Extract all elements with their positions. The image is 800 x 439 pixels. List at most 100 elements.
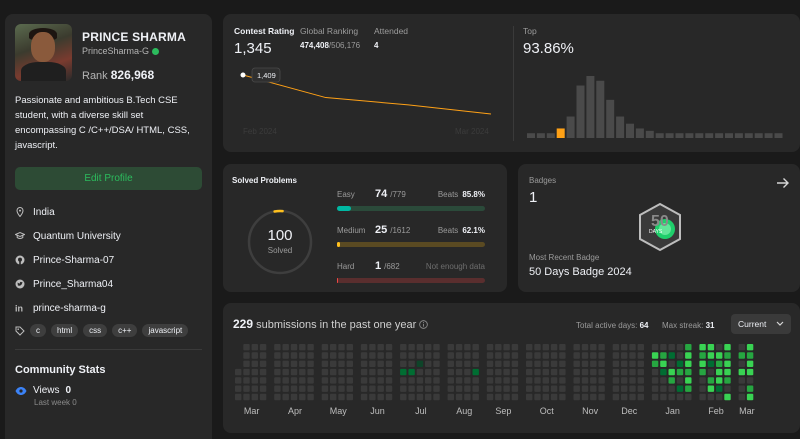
heatmap-cell[interactable] <box>369 377 376 384</box>
heatmap-cell[interactable] <box>369 344 376 351</box>
edit-profile-button[interactable]: Edit Profile <box>15 167 202 190</box>
arrow-right-icon[interactable] <box>776 176 790 190</box>
heatmap-cell[interactable] <box>338 393 345 401</box>
heatmap-cell[interactable] <box>651 360 659 367</box>
rating-chart[interactable]: 1,409 Feb 2024 Mar 2024 <box>223 14 513 152</box>
heatmap-cell[interactable] <box>590 360 597 367</box>
heatmap-cell[interactable] <box>447 368 454 376</box>
heatmap-cell[interactable] <box>676 360 684 367</box>
heatmap-cell[interactable] <box>307 344 314 351</box>
heatmap-cell[interactable] <box>724 393 731 401</box>
heatmap-cell[interactable] <box>408 393 415 401</box>
heatmap-cell[interactable] <box>621 344 628 351</box>
heatmap-cell[interactable] <box>598 352 605 359</box>
heatmap-cell[interactable] <box>338 352 345 359</box>
heatmap-cell[interactable] <box>346 393 353 401</box>
heatmap-cell[interactable] <box>274 385 281 392</box>
heatmap-cell[interactable] <box>251 352 258 359</box>
heatmap-cell[interactable] <box>503 385 510 392</box>
heatmap-cell[interactable] <box>447 393 454 401</box>
heatmap-cell[interactable] <box>707 377 715 384</box>
heatmap-cell[interactable] <box>550 377 558 384</box>
heatmap-cell[interactable] <box>503 344 510 351</box>
heatmap-cell[interactable] <box>369 393 376 401</box>
histogram-bar[interactable] <box>675 133 684 138</box>
heatmap-cell[interactable] <box>511 385 519 392</box>
heatmap-cell[interactable] <box>668 393 675 401</box>
heatmap-cell[interactable] <box>330 393 337 401</box>
heatmap-cell[interactable] <box>724 360 731 367</box>
heatmap-cell[interactable] <box>559 344 566 351</box>
twitter-link[interactable]: Prince_Sharma04 <box>15 278 202 290</box>
heatmap-cell[interactable] <box>746 393 754 401</box>
heatmap-cell[interactable] <box>716 377 723 384</box>
heatmap-cell[interactable] <box>590 368 597 376</box>
heatmap-cell[interactable] <box>282 385 289 392</box>
heatmap-cell[interactable] <box>660 393 667 401</box>
heatmap-cell[interactable] <box>464 385 471 392</box>
heatmap-cell[interactable] <box>495 393 502 401</box>
heatmap-cell[interactable] <box>503 360 510 367</box>
histogram-bar[interactable] <box>715 133 724 138</box>
histogram-bar[interactable] <box>754 133 763 138</box>
heatmap-cell[interactable] <box>738 393 745 401</box>
histogram-bar[interactable] <box>566 116 575 138</box>
heatmap-cell[interactable] <box>707 385 715 392</box>
heatmap-cell[interactable] <box>581 360 589 367</box>
heatmap-cell[interactable] <box>716 344 723 351</box>
heatmap-cell[interactable] <box>338 368 345 376</box>
heatmap-cell[interactable] <box>542 344 549 351</box>
histogram-bar[interactable] <box>616 116 625 138</box>
heatmap-cell[interactable] <box>668 360 675 367</box>
heatmap-cell[interactable] <box>346 377 353 384</box>
heatmap-cell[interactable] <box>590 377 597 384</box>
heatmap-cell[interactable] <box>338 360 345 367</box>
heatmap-cell[interactable] <box>590 352 597 359</box>
heatmap-cell[interactable] <box>416 368 424 376</box>
heatmap-cell[interactable] <box>629 344 636 351</box>
heatmap-cell[interactable] <box>400 360 407 367</box>
heatmap-cell[interactable] <box>447 352 454 359</box>
heatmap-cell[interactable] <box>526 377 533 384</box>
heatmap-cell[interactable] <box>486 393 494 401</box>
heatmap-cell[interactable] <box>385 377 393 384</box>
heatmap-cell[interactable] <box>472 368 479 376</box>
heatmap-cell[interactable] <box>464 352 471 359</box>
heatmap-cell[interactable] <box>385 344 393 351</box>
heatmap-cell[interactable] <box>486 385 494 392</box>
heatmap-cell[interactable] <box>377 352 384 359</box>
heatmap-cell[interactable] <box>360 344 368 351</box>
heatmap-cell[interactable] <box>472 360 479 367</box>
heatmap-cell[interactable] <box>408 344 415 351</box>
heatmap-cell[interactable] <box>629 352 636 359</box>
heatmap-cell[interactable] <box>425 377 432 384</box>
heatmap-cell[interactable] <box>716 368 723 376</box>
heatmap-cell[interactable] <box>321 368 329 376</box>
heatmap-cell[interactable] <box>464 377 471 384</box>
heatmap-cell[interactable] <box>400 385 407 392</box>
skill-tag[interactable]: c <box>30 324 46 337</box>
heatmap-cell[interactable] <box>542 393 549 401</box>
heatmap-cell[interactable] <box>330 344 337 351</box>
heatmap-cell[interactable] <box>685 360 692 367</box>
heatmap-cell[interactable] <box>251 344 258 351</box>
heatmap-cell[interactable] <box>416 344 424 351</box>
heatmap-cell[interactable] <box>699 377 706 384</box>
heatmap-cell[interactable] <box>346 385 353 392</box>
heatmap-cell[interactable] <box>472 385 479 392</box>
heatmap-cell[interactable] <box>330 385 337 392</box>
heatmap-cell[interactable] <box>360 377 368 384</box>
heatmap-cell[interactable] <box>338 344 345 351</box>
heatmap-cell[interactable] <box>433 368 440 376</box>
heatmap-cell[interactable] <box>559 377 566 384</box>
heatmap-cell[interactable] <box>282 368 289 376</box>
solved-ring[interactable] <box>245 207 315 277</box>
heatmap-cell[interactable] <box>486 360 494 367</box>
heatmap-cell[interactable] <box>425 360 432 367</box>
histogram-bar[interactable] <box>725 133 733 138</box>
heatmap-cell[interactable] <box>472 377 479 384</box>
heatmap-cell[interactable] <box>433 344 440 351</box>
heatmap-cell[interactable] <box>360 368 368 376</box>
histogram-bar[interactable] <box>596 80 605 138</box>
heatmap-cell[interactable] <box>455 344 463 351</box>
